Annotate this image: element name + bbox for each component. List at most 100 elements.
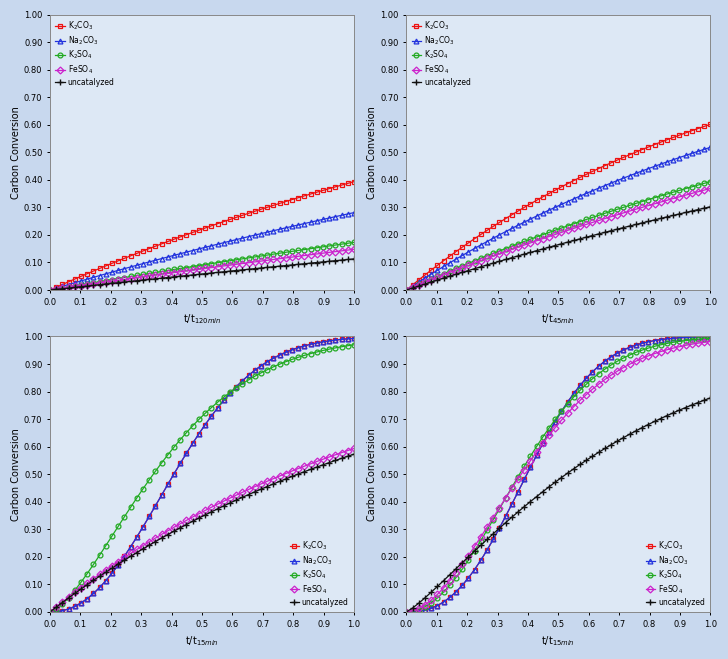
Na$_2$CO$_3$ <box>108 268 116 276</box>
uncatalyzed <box>576 461 585 469</box>
K$_2$CO$_3$ <box>669 134 678 142</box>
uncatalyzed <box>601 229 609 237</box>
uncatalyzed <box>446 571 454 579</box>
K$_2$CO$_3$ <box>52 283 60 291</box>
FeSO$_4$ <box>557 229 566 237</box>
Na$_2$CO$_3$ <box>170 251 178 259</box>
K$_2$SO$_4$ <box>344 239 352 247</box>
K$_2$SO$_4$ <box>344 342 352 350</box>
K$_2$CO$_3$ <box>681 333 690 341</box>
FeSO$_4$ <box>176 520 185 528</box>
K$_2$SO$_4$ <box>408 608 417 616</box>
K$_2$CO$_3$ <box>46 608 55 616</box>
uncatalyzed <box>331 457 340 465</box>
K$_2$CO$_3$ <box>594 362 603 370</box>
uncatalyzed <box>132 548 141 556</box>
K$_2$CO$_3$ <box>306 340 315 348</box>
uncatalyzed <box>250 265 259 273</box>
K$_2$CO$_3$ <box>402 608 411 616</box>
FeSO$_4$ <box>601 376 609 384</box>
K$_2$SO$_4$ <box>126 503 135 511</box>
uncatalyzed <box>213 268 222 276</box>
K$_2$SO$_4$ <box>557 407 566 415</box>
K$_2$SO$_4$ <box>194 262 203 270</box>
Na$_2$CO$_3$ <box>164 253 173 261</box>
K$_2$CO$_3$ <box>421 271 430 279</box>
Na$_2$CO$_3$ <box>244 233 253 241</box>
FeSO$_4$ <box>495 503 504 511</box>
FeSO$_4$ <box>514 475 523 483</box>
K$_2$CO$_3$ <box>706 121 715 129</box>
K$_2$CO$_3$ <box>576 382 585 389</box>
uncatalyzed <box>344 256 352 264</box>
Line: K$_2$CO$_3$: K$_2$CO$_3$ <box>404 334 713 614</box>
uncatalyzed <box>95 281 104 289</box>
K$_2$CO$_3$ <box>64 605 73 613</box>
K$_2$SO$_4$ <box>108 275 116 283</box>
K$_2$SO$_4$ <box>164 266 173 274</box>
K$_2$CO$_3$ <box>126 252 135 260</box>
uncatalyzed <box>526 498 535 505</box>
uncatalyzed <box>625 430 634 438</box>
Na$_2$CO$_3$ <box>551 418 560 426</box>
K$_2$CO$_3$ <box>489 223 498 231</box>
K$_2$SO$_4$ <box>532 233 541 241</box>
Na$_2$CO$_3$ <box>101 270 110 278</box>
Na$_2$CO$_3$ <box>451 255 460 263</box>
FeSO$_4$ <box>675 343 684 351</box>
K$_2$SO$_4$ <box>669 338 678 346</box>
uncatalyzed <box>337 455 346 463</box>
Na$_2$CO$_3$ <box>238 234 247 242</box>
FeSO$_4$ <box>520 466 529 474</box>
FeSO$_4$ <box>151 272 160 279</box>
uncatalyzed <box>226 267 234 275</box>
Na$_2$CO$_3$ <box>563 198 572 206</box>
K$_2$SO$_4$ <box>232 256 240 264</box>
K$_2$CO$_3$ <box>64 278 73 286</box>
FeSO$_4$ <box>145 272 154 280</box>
Na$_2$CO$_3$ <box>275 225 284 233</box>
FeSO$_4$ <box>89 575 98 583</box>
FeSO$_4$ <box>476 257 485 265</box>
Na$_2$CO$_3$ <box>520 218 529 226</box>
uncatalyzed <box>64 594 73 602</box>
Na$_2$CO$_3$ <box>52 608 60 616</box>
Line: FeSO$_4$: FeSO$_4$ <box>47 247 357 293</box>
Na$_2$CO$_3$ <box>619 174 628 182</box>
K$_2$CO$_3$ <box>176 459 185 467</box>
Na$_2$CO$_3$ <box>182 248 191 256</box>
FeSO$_4$ <box>545 233 553 241</box>
K$_2$SO$_4$ <box>145 270 154 277</box>
Na$_2$CO$_3$ <box>563 398 572 406</box>
K$_2$CO$_3$ <box>294 344 303 352</box>
uncatalyzed <box>483 261 491 269</box>
Na$_2$CO$_3$ <box>631 341 640 349</box>
Na$_2$CO$_3$ <box>76 277 85 285</box>
K$_2$CO$_3$ <box>76 272 85 280</box>
K$_2$SO$_4$ <box>582 215 590 223</box>
uncatalyzed <box>706 394 715 402</box>
K$_2$SO$_4$ <box>433 272 442 280</box>
Na$_2$CO$_3$ <box>681 152 690 159</box>
Line: K$_2$CO$_3$: K$_2$CO$_3$ <box>47 336 357 614</box>
K$_2$SO$_4$ <box>520 237 529 245</box>
FeSO$_4$ <box>108 561 116 569</box>
K$_2$CO$_3$ <box>58 281 67 289</box>
uncatalyzed <box>551 478 560 486</box>
K$_2$CO$_3$ <box>631 341 640 349</box>
K$_2$CO$_3$ <box>344 335 352 343</box>
FeSO$_4$ <box>145 538 154 546</box>
K$_2$SO$_4$ <box>201 409 210 417</box>
uncatalyzed <box>514 252 523 260</box>
K$_2$SO$_4$ <box>669 188 678 196</box>
K$_2$SO$_4$ <box>545 229 553 237</box>
Na$_2$CO$_3$ <box>256 230 265 238</box>
Na$_2$CO$_3$ <box>46 286 55 294</box>
FeSO$_4$ <box>526 239 535 247</box>
K$_2$CO$_3$ <box>269 355 277 362</box>
Na$_2$CO$_3$ <box>194 430 203 438</box>
FeSO$_4$ <box>576 223 585 231</box>
FeSO$_4$ <box>300 462 309 470</box>
uncatalyzed <box>433 583 442 590</box>
K$_2$CO$_3$ <box>408 608 417 616</box>
